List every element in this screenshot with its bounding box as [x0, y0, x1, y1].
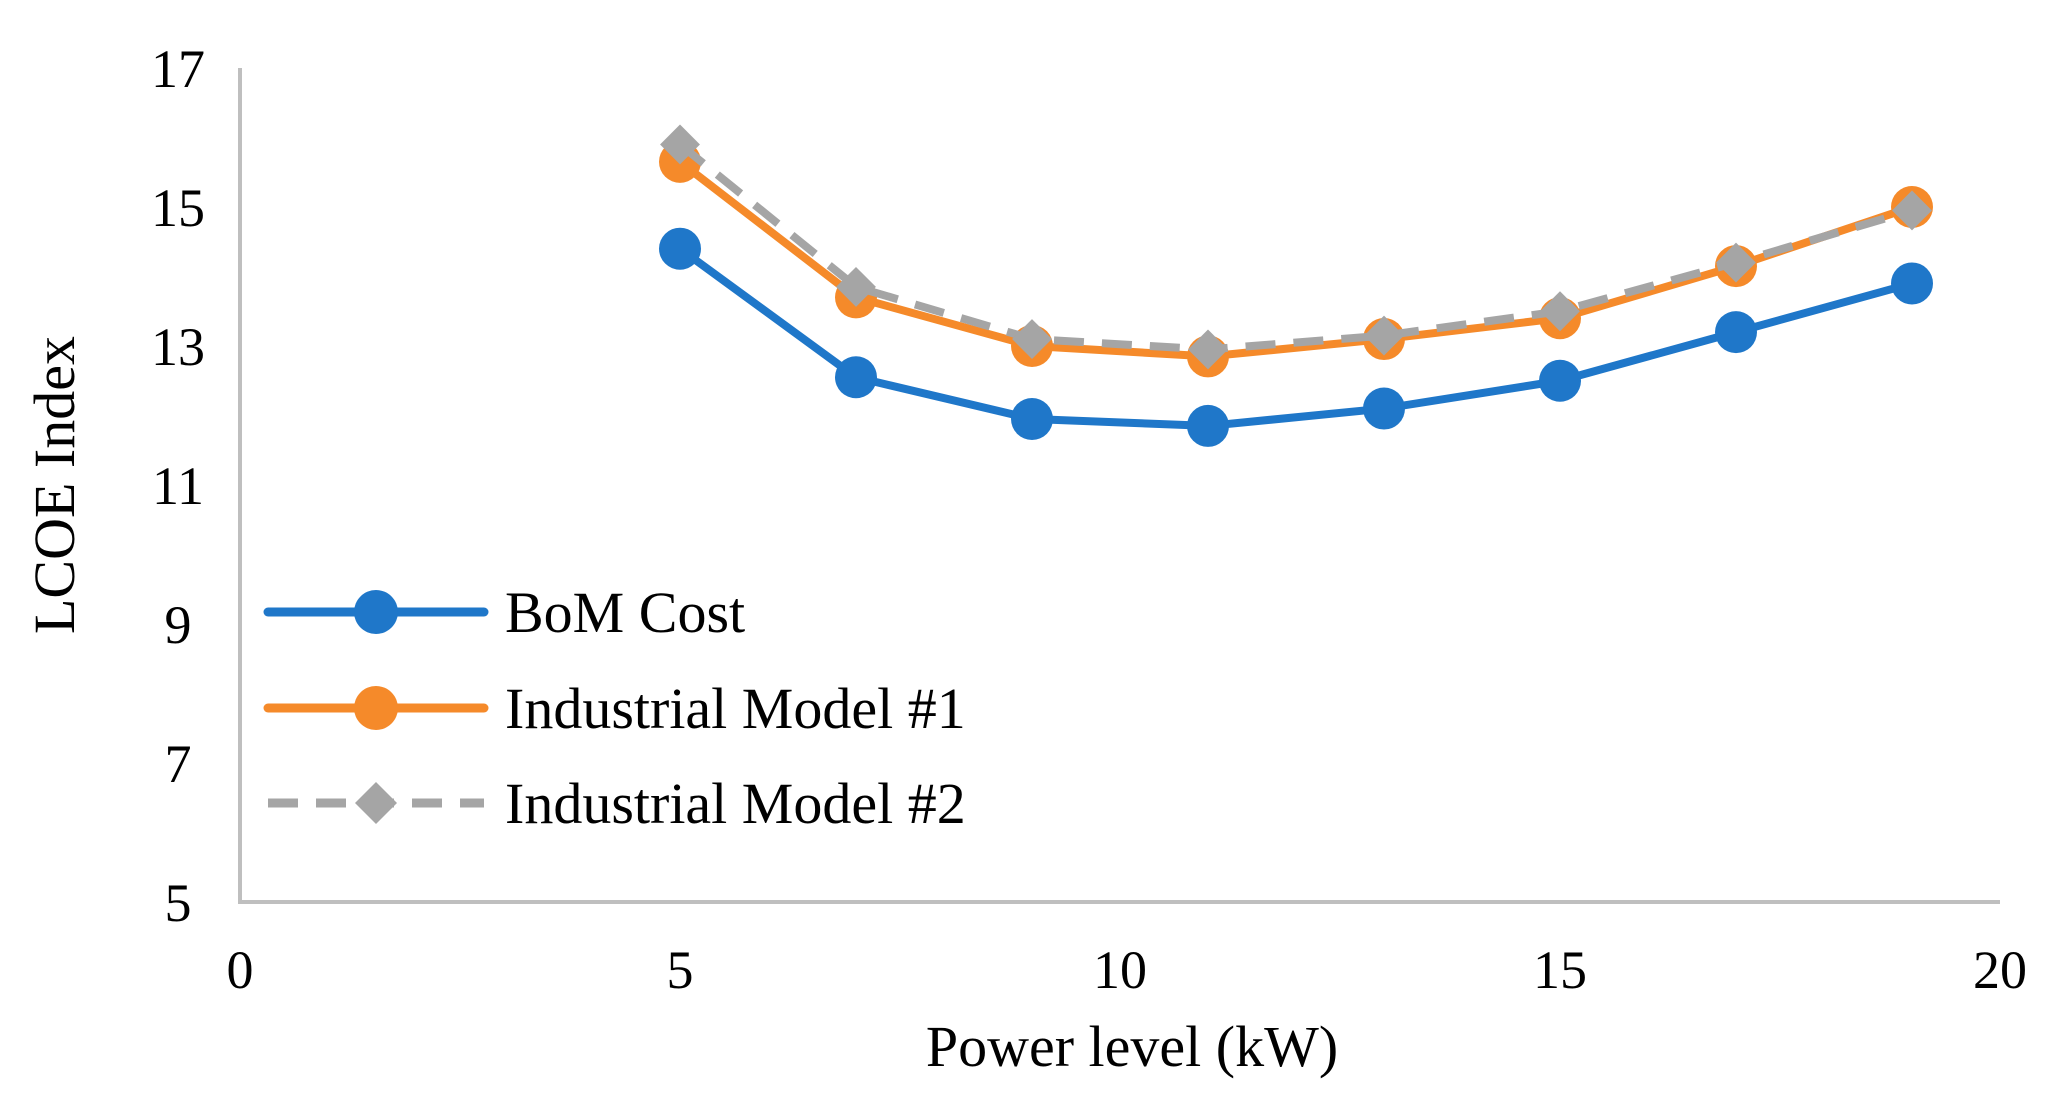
legend-label-industrial-model-2: Industrial Model #2 — [505, 771, 966, 836]
legend: BoM Cost Industrial Model #1 Industrial Mo… — [263, 580, 966, 836]
x-axis-title: Power level (kW) — [926, 1014, 1338, 1079]
y-tick-label-7: 7 — [165, 734, 192, 794]
y-tick-label-13: 13 — [151, 317, 205, 377]
y-tick-label-5: 5 — [165, 873, 192, 933]
point-industrial-model-2-9 — [1012, 319, 1052, 359]
point-bom-cost-5 — [659, 227, 701, 270]
legend-swatch-marker-bom-cost — [354, 590, 398, 634]
y-axis-title: LCOE Index — [22, 336, 87, 634]
series-industrial-model-2 — [660, 124, 1932, 370]
point-bom-cost-11 — [1187, 404, 1229, 447]
y-tick-label-11: 11 — [152, 456, 204, 516]
x-tick-label-10: 10 — [1093, 940, 1147, 1000]
series-group — [659, 124, 1933, 447]
point-industrial-model-2-15 — [1540, 291, 1580, 332]
point-industrial-model-2-17 — [1716, 242, 1756, 283]
legend-item-industrial-model-2: Industrial Model #2 — [268, 771, 966, 836]
point-bom-cost-7 — [835, 356, 877, 399]
x-tick-label-20: 20 — [1973, 940, 2027, 1000]
legend-label-industrial-model-1: Industrial Model #1 — [505, 676, 966, 741]
series-line-industrial-model-2 — [677, 141, 1914, 354]
point-industrial-model-2-5 — [660, 124, 700, 165]
point-bom-cost-17 — [1715, 311, 1757, 354]
y-tick-label-15: 15 — [151, 178, 205, 238]
point-bom-cost-13 — [1363, 387, 1405, 430]
legend-item-industrial-model-1: Industrial Model #1 — [263, 676, 966, 741]
point-bom-cost-9 — [1011, 397, 1053, 440]
legend-item-bom-cost: BoM Cost — [263, 580, 745, 645]
axes — [238, 68, 2000, 904]
y-tick-label-17: 17 — [151, 39, 205, 99]
legend-swatch-marker-industrial-model-1 — [354, 686, 398, 730]
point-industrial-model-2-19 — [1892, 190, 1932, 231]
point-industrial-model-2-11 — [1188, 329, 1228, 370]
point-bom-cost-19 — [1891, 262, 1933, 305]
point-industrial-model-2-7 — [836, 266, 876, 307]
x-tick-label-0: 0 — [227, 940, 254, 1000]
y-tick-label-9: 9 — [165, 595, 192, 655]
series-line-bom-cost — [676, 244, 1916, 430]
legend-swatch-marker-industrial-model-2 — [355, 782, 397, 824]
point-industrial-model-2-13 — [1364, 315, 1404, 356]
legend-label-bom-cost: BoM Cost — [505, 580, 745, 645]
point-bom-cost-15 — [1539, 359, 1581, 402]
x-tick-label-15: 15 — [1533, 940, 1587, 1000]
series-bom-cost — [659, 227, 1933, 447]
series-line-industrial-model-1 — [676, 157, 1916, 361]
x-tick-label-5: 5 — [667, 940, 694, 1000]
